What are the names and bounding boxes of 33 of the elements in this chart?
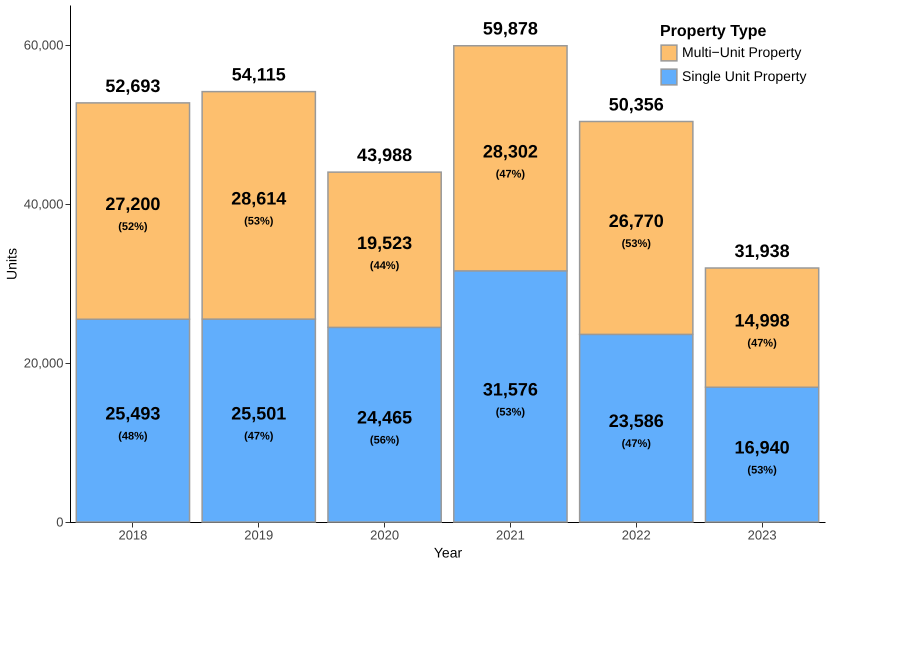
y-tick-label: 40,000 [24, 196, 64, 212]
text: 24,465 (56%) [357, 408, 412, 447]
y-tick-label: 60,000 [24, 37, 64, 52]
text: 14,998 (47%) [734, 310, 790, 350]
total-label: 43,988 [357, 145, 412, 166]
text: 28,614 (53%) [231, 188, 286, 228]
legend-label: Multi−Unit Property [682, 44, 802, 60]
x-tick-label: 2019 [244, 528, 274, 542]
x-tick-label: 2022 [622, 528, 651, 542]
text: 16,940 (53%) [734, 438, 790, 477]
x-tick-label: 2018 [118, 528, 148, 542]
total-label: 59,878 [482, 18, 538, 39]
x-tick-label: 2021 [496, 528, 525, 542]
x-tick-label: 2023 [748, 528, 777, 542]
text: 25,501 (47%) [231, 404, 286, 443]
text: 28,302 (47%) [482, 141, 538, 180]
total-label: 50,356 [608, 94, 664, 114]
y-tick-label: 20,000 [24, 355, 64, 370]
total-label: 52,693 [105, 76, 160, 96]
legend-label: Single Unit Property [682, 68, 807, 84]
y-tick-label: 0 [56, 514, 64, 530]
text: 25,493 (48%) [105, 404, 160, 443]
text: 19,523 (44%) [357, 232, 412, 272]
total-label: 54,115 [232, 64, 286, 85]
legend-title: Property Type [660, 23, 766, 40]
x-axis-title: Year [434, 544, 462, 560]
text: 31,576 (53%) [482, 379, 538, 418]
text: 23,586 (47%) [608, 411, 664, 450]
total-label: 31,938 [734, 240, 790, 261]
text: 26,770 (53%) [608, 210, 664, 250]
x-tick-label: 2020 [370, 528, 400, 542]
text: 27,200 (52%) [105, 194, 160, 234]
y-axis-title: Units [4, 248, 20, 280]
